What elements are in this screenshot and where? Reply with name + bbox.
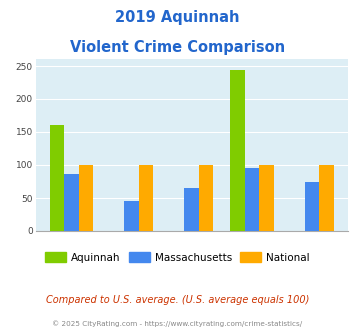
Bar bbox=[319, 165, 334, 231]
Bar bbox=[64, 174, 78, 231]
Bar bbox=[259, 165, 274, 231]
Bar bbox=[124, 201, 139, 231]
Bar bbox=[305, 182, 319, 231]
Bar bbox=[245, 168, 259, 231]
Text: © 2025 CityRating.com - https://www.cityrating.com/crime-statistics/: © 2025 CityRating.com - https://www.city… bbox=[53, 321, 302, 327]
Text: Compared to U.S. average. (U.S. average equals 100): Compared to U.S. average. (U.S. average … bbox=[46, 295, 309, 305]
Bar bbox=[185, 188, 199, 231]
Bar bbox=[199, 165, 213, 231]
Text: Violent Crime Comparison: Violent Crime Comparison bbox=[70, 40, 285, 54]
Bar bbox=[50, 125, 64, 231]
Bar bbox=[230, 70, 245, 231]
Bar bbox=[139, 165, 153, 231]
Bar bbox=[78, 165, 93, 231]
Text: 2019 Aquinnah: 2019 Aquinnah bbox=[115, 10, 240, 25]
Legend: Aquinnah, Massachusetts, National: Aquinnah, Massachusetts, National bbox=[41, 248, 314, 267]
